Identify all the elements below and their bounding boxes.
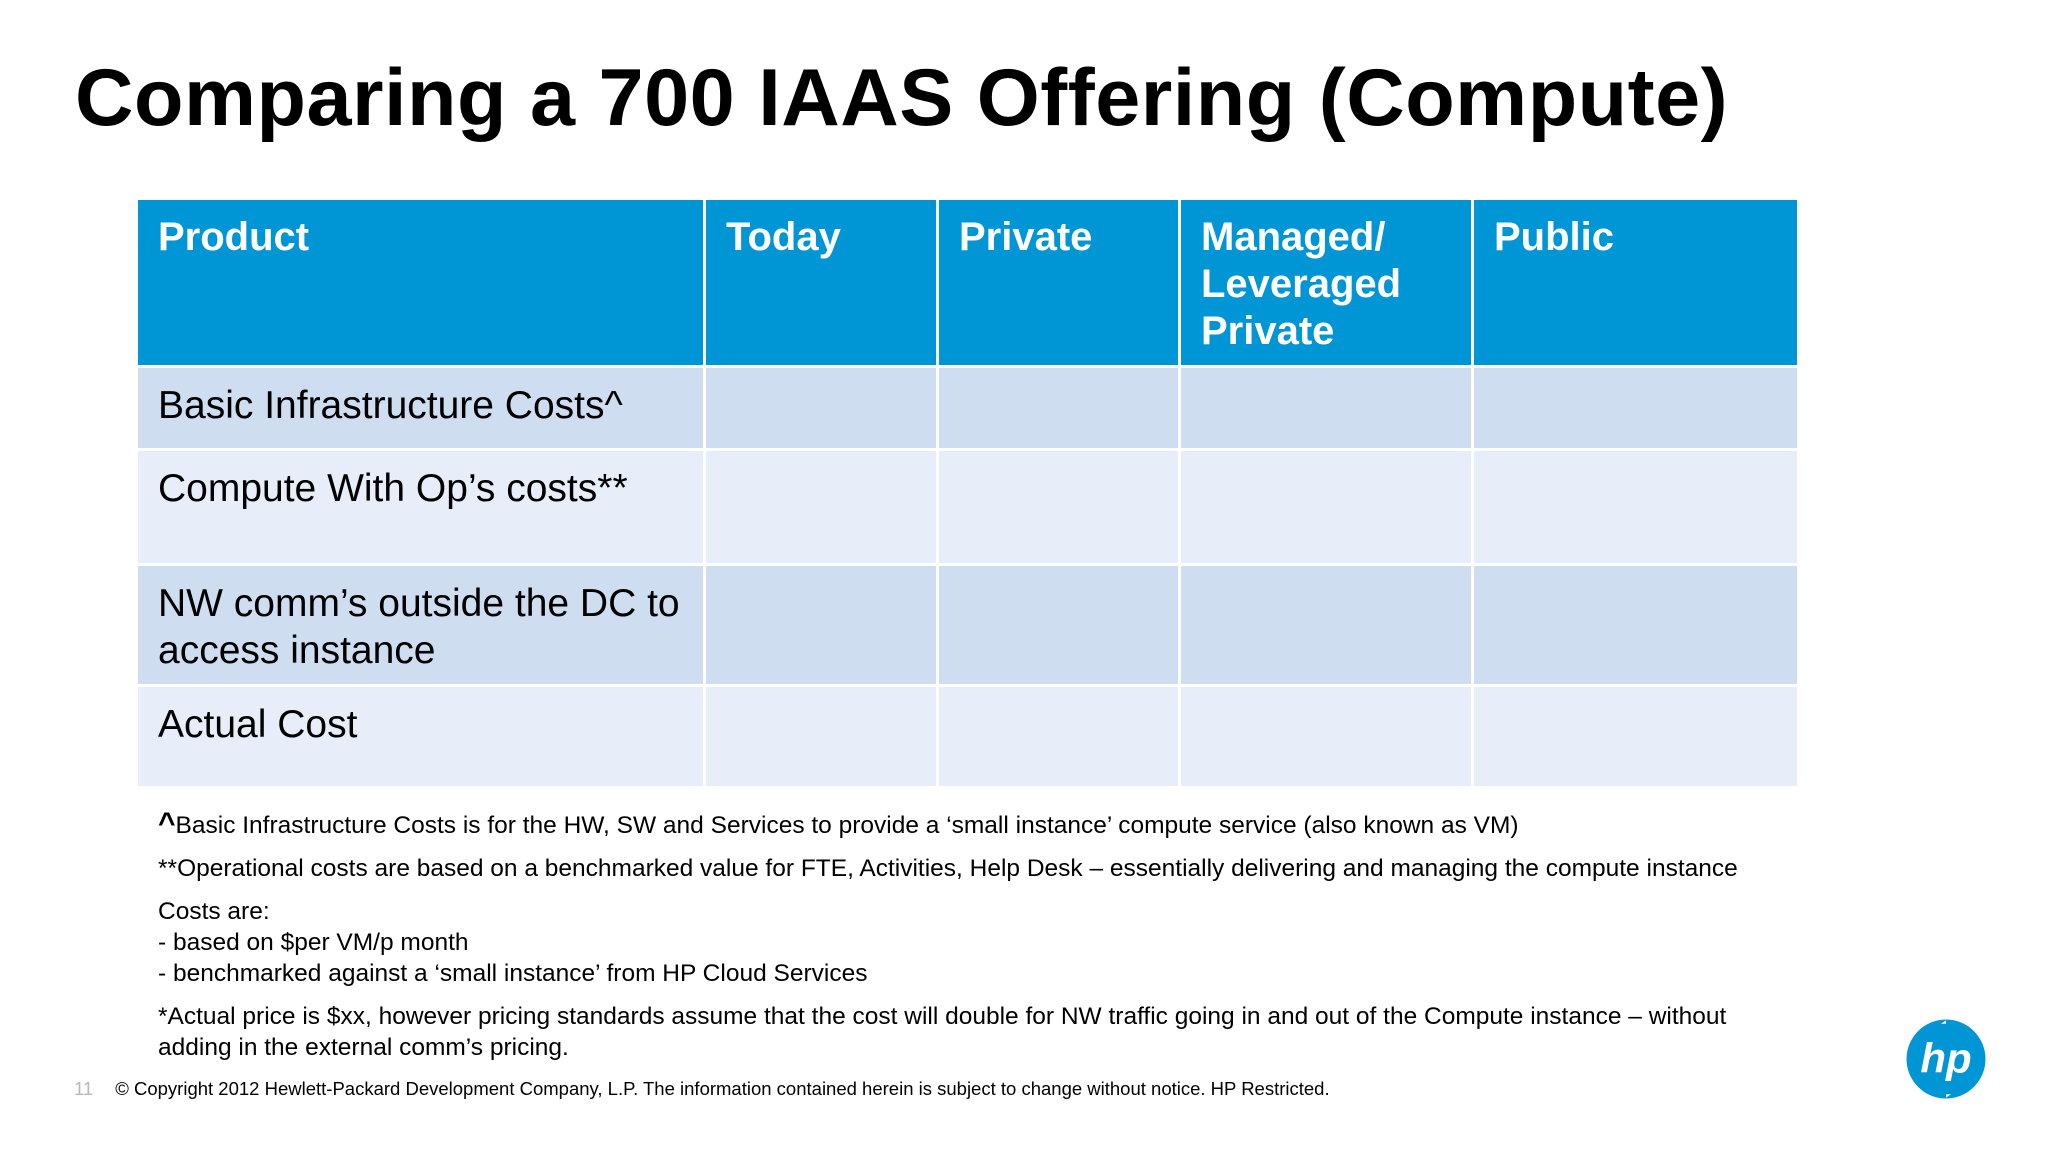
- table-cell: [1471, 563, 1800, 687]
- caret-mark: ^: [158, 807, 176, 840]
- header-today: Today: [703, 197, 939, 368]
- table-cell: [936, 684, 1181, 802]
- comparison-table: Product Today Private Managed/ Leveraged…: [135, 197, 1800, 802]
- table-cell: [1178, 448, 1474, 566]
- header-product: Product: [135, 197, 706, 368]
- table-cell: [1178, 684, 1474, 802]
- row-product-cell: Basic Infrastructure Costs^: [135, 365, 706, 451]
- row-product-cell: Compute With Op’s costs**: [135, 448, 706, 566]
- slide-title: Comparing a 700 IAAS Offering (Compute): [75, 53, 1729, 143]
- footer: 11 © Copyright 2012 Hewlett-Packard Devel…: [74, 1078, 1330, 1100]
- note-heading: Costs are:: [158, 898, 270, 925]
- footnotes: ^Basic Infrastructure Costs is for the H…: [158, 808, 1758, 1075]
- table-cell: [936, 563, 1181, 687]
- table-row: Basic Infrastructure Costs^: [135, 365, 1800, 451]
- table-cell: [1471, 365, 1800, 451]
- svg-text:hp: hp: [1920, 1034, 1971, 1081]
- table-cell: [936, 448, 1181, 566]
- table-cell: [1178, 365, 1474, 451]
- table-cell: [703, 448, 939, 566]
- copyright-text: © Copyright 2012 Hewlett-Packard Develop…: [115, 1078, 1330, 1099]
- note-costs-are: Costs are: - based on $per VM/p month - …: [158, 896, 1758, 989]
- table-row: NW comm’s outside the DC to access insta…: [135, 563, 1800, 687]
- page-number: 11: [74, 1078, 94, 1099]
- note-operational-costs: **Operational costs are based on a bench…: [158, 855, 1738, 882]
- table-cell: [936, 365, 1181, 451]
- table-cell: [1471, 448, 1800, 566]
- row-product-cell: Actual Cost: [135, 684, 706, 802]
- hp-logo-icon: hp: [1906, 1019, 1986, 1099]
- table-row: Compute With Op’s costs**: [135, 448, 1800, 566]
- header-private: Private: [936, 197, 1181, 368]
- table-row: Actual Cost: [135, 684, 1800, 802]
- note-line: - based on $per VM/p month: [158, 929, 469, 956]
- notes-panel: [135, 786, 1797, 1096]
- table-cell: [703, 684, 939, 802]
- table-cell: [1178, 563, 1474, 687]
- table-header-row: Product Today Private Managed/ Leveraged…: [135, 197, 1800, 368]
- note-basic-infrastructure: ^Basic Infrastructure Costs is for the H…: [158, 808, 1758, 841]
- header-public: Public: [1471, 197, 1800, 368]
- table-cell: [703, 365, 939, 451]
- header-managed-leveraged-private: Managed/ Leveraged Private: [1178, 197, 1474, 368]
- row-product-cell: NW comm’s outside the DC to access insta…: [135, 563, 706, 687]
- note-text: Basic Infrastructure Costs is for the HW…: [175, 812, 1519, 839]
- note-line: - benchmarked against a ‘small instance’…: [158, 960, 868, 987]
- note-actual-price: *Actual price is $xx, however pricing st…: [158, 1003, 1727, 1061]
- table-cell: [1471, 684, 1800, 802]
- table-cell: [703, 563, 939, 687]
